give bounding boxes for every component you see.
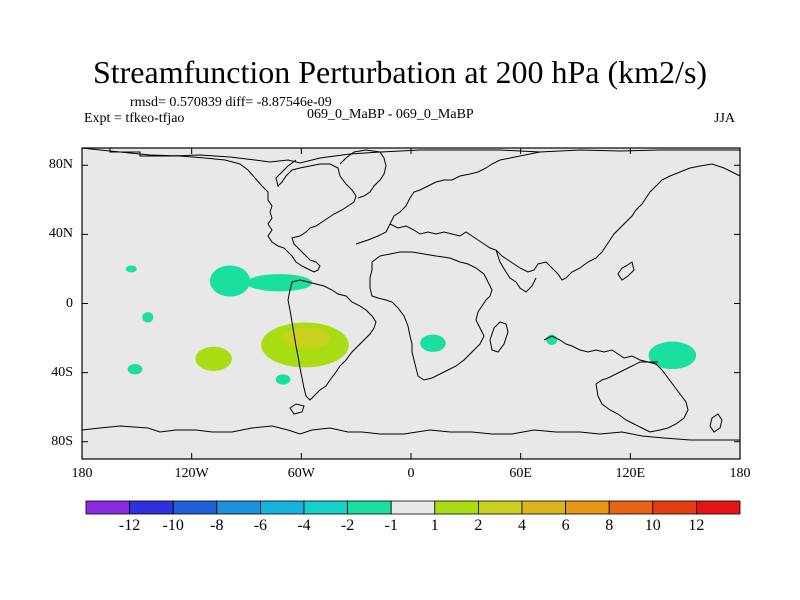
- greenland-coastline: [339, 149, 387, 199]
- axis-ticks: [81, 148, 741, 459]
- x-tick-label: 180: [71, 466, 93, 481]
- colorbar-label: -6: [253, 517, 268, 534]
- colorbar-swatch: [565, 500, 610, 515]
- y-tick-label: 40N: [48, 226, 73, 242]
- colorbar-swatch: [303, 500, 348, 515]
- anomaly-region-5: [127, 363, 143, 375]
- coastlines: [81, 147, 741, 441]
- anomaly-region-12: [648, 341, 697, 370]
- x-tick-label: 0: [407, 466, 415, 481]
- x-tick-label: 60W: [287, 466, 315, 481]
- colorbar: [85, 500, 741, 515]
- anomaly-region-4: [142, 312, 154, 323]
- anomaly-region-6: [195, 346, 232, 371]
- japan-coastline: [617, 261, 635, 281]
- case-label: 069_0_MaBP - 069_0_MaBP: [307, 107, 474, 122]
- plot-title: Streamfunction Perturbation at 200 hPa (…: [92, 54, 708, 90]
- anomaly-region-9: [275, 374, 291, 385]
- colorbar-label: 8: [605, 517, 614, 534]
- anomaly-region-1: [125, 265, 137, 273]
- colorbar-label: -10: [162, 517, 184, 534]
- madagascar-coastline: [489, 321, 509, 353]
- colorbar-swatch: [390, 500, 436, 515]
- south-america-coastline: [287, 279, 377, 401]
- colorbar-label: -8: [210, 517, 224, 534]
- colorbar-swatch: [521, 500, 566, 515]
- season-label: JJA: [714, 111, 736, 126]
- anomaly-region-8: [283, 327, 331, 349]
- x-tick-label: 120W: [174, 466, 209, 481]
- anomaly-region-10: [420, 334, 446, 352]
- colorbar-swatch: [216, 500, 261, 515]
- australia-coastline: [595, 361, 689, 433]
- colorbar-label: 10: [644, 517, 661, 534]
- antarctica-coastline: [81, 425, 740, 441]
- y-tick-label: 0: [66, 295, 73, 311]
- colorbar-swatch: [347, 500, 392, 515]
- anomaly-contours: [125, 265, 697, 385]
- europe-coastline: [389, 223, 461, 237]
- stats-line: rmsd= 0.570839 diff= -8.87546e-09: [130, 95, 332, 110]
- colorbar-swatch: [652, 500, 697, 515]
- new-zealand-coastline: [709, 413, 723, 433]
- y-tick-label: 80N: [48, 157, 73, 173]
- colorbar-swatch: [172, 500, 218, 515]
- experiment-label: Expt = tfkeo-tfjao: [84, 111, 185, 126]
- colorbar-label: 1: [430, 517, 439, 534]
- colorbar-label: 6: [561, 517, 570, 534]
- maritime-continent-coastline: [543, 335, 658, 363]
- colorbar-label: -1: [384, 517, 398, 534]
- colorbar-label: 12: [688, 517, 705, 534]
- colorbar-swatch: [608, 500, 654, 515]
- africa-coastline: [369, 251, 493, 381]
- x-tick-label: 60E: [509, 466, 532, 481]
- colorbar-swatch: [434, 500, 479, 515]
- colorbar-swatch: [259, 500, 305, 515]
- colorbar-swatch: [129, 500, 174, 515]
- colorbar-swatch: [696, 500, 741, 515]
- anomaly-region-3: [246, 274, 313, 292]
- tierra-del-fuego-coastline: [289, 403, 305, 415]
- x-tick-label: 180: [729, 466, 751, 481]
- arctic-coastline: [82, 147, 740, 164]
- north-america-coastline: [81, 147, 357, 273]
- colorbar-label: -2: [340, 517, 355, 534]
- y-tick-label: 80S: [51, 433, 73, 449]
- map-ocean-background: [82, 148, 740, 459]
- colorbar-label: -12: [118, 517, 141, 534]
- y-tick-label: 40S: [51, 364, 73, 380]
- anomaly-region-2: [209, 265, 251, 297]
- colorbar-swatch: [85, 500, 130, 515]
- colorbar-label: 2: [474, 517, 483, 534]
- colorbar-label: -4: [297, 517, 311, 534]
- arabia-india-coastline: [495, 249, 537, 293]
- colorbar-label: 4: [518, 517, 526, 534]
- x-tick-label: 120E: [615, 466, 646, 481]
- colorbar-swatch: [477, 500, 523, 515]
